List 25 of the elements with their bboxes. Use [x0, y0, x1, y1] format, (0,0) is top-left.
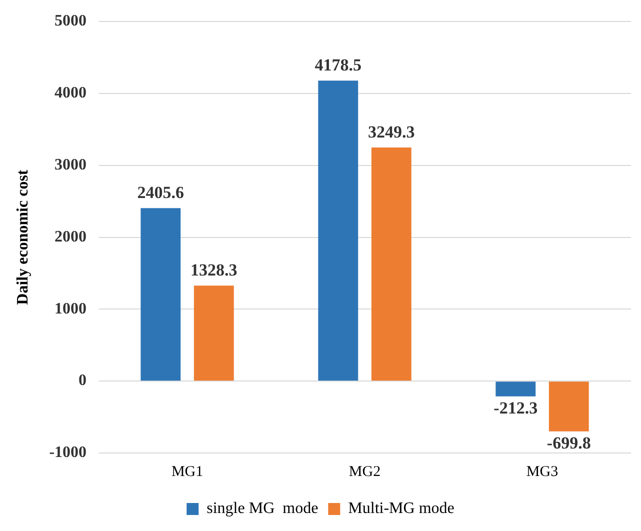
y-tick-label: -1000 — [49, 444, 87, 462]
y-tick-label: 2000 — [54, 228, 87, 246]
y-tick-label: 1000 — [54, 300, 87, 318]
y-tick-label: 4000 — [54, 84, 87, 102]
bar — [194, 286, 234, 381]
legend-label: Multi-MG mode — [348, 500, 454, 518]
y-axis-title: Daily economic cost — [14, 169, 32, 305]
x-tick-label: MG3 — [526, 464, 558, 480]
bar — [496, 382, 536, 396]
bar — [371, 147, 412, 381]
data-label: -699.8 — [546, 433, 591, 452]
y-tick-label: 5000 — [54, 12, 87, 30]
legend-label: single MG mode — [206, 500, 318, 518]
data-label: 4178.5 — [314, 56, 362, 75]
bar — [548, 382, 589, 432]
data-label: 3249.3 — [368, 122, 415, 142]
bar — [318, 80, 358, 381]
data-label: 2405.6 — [137, 183, 184, 202]
y-tick-label: 3000 — [54, 156, 87, 174]
bar — [140, 208, 181, 381]
data-label: 1328.3 — [190, 260, 238, 280]
data-label: -212.3 — [494, 398, 538, 418]
y-tick-label: 0 — [78, 372, 87, 390]
x-tick-label: MG1 — [171, 464, 204, 480]
x-tick-label: MG2 — [348, 464, 381, 480]
